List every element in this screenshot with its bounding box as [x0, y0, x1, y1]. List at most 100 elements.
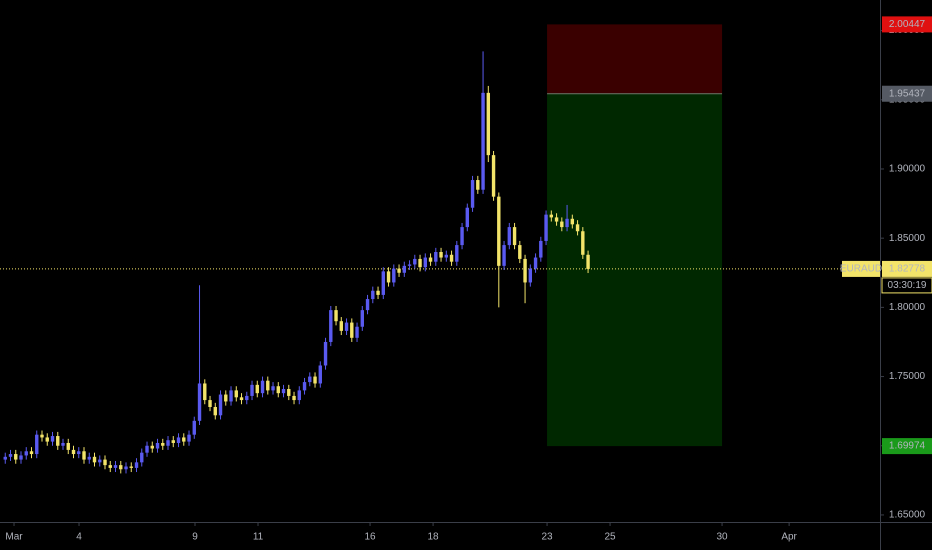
candle-body [376, 290, 380, 295]
target-price-label: 1.69974 [889, 441, 926, 452]
candle-body [523, 258, 527, 283]
candle-body [92, 456, 97, 463]
candle-body [365, 299, 370, 311]
candle-body [539, 240, 543, 258]
candle-body [518, 245, 522, 259]
candle-body [271, 386, 275, 391]
candle-body [360, 310, 364, 327]
candle-body [140, 452, 144, 463]
candle-body [402, 265, 406, 273]
candle-body [98, 459, 102, 463]
candle-body [470, 180, 475, 208]
candle-body [134, 462, 139, 468]
x-tick-label: Apr [781, 532, 797, 543]
candle-body [155, 442, 160, 449]
candle-body [119, 465, 123, 470]
candle-body [82, 451, 86, 460]
candle-body [77, 451, 81, 455]
candle-body [161, 442, 165, 446]
candle-body [308, 376, 312, 383]
candle-body [439, 252, 443, 258]
x-tick-label: 11 [253, 532, 264, 543]
candle-body [570, 218, 575, 225]
y-tick-label: 1.85000 [889, 233, 926, 244]
candle-body [239, 397, 244, 401]
candle-body [113, 465, 118, 468]
candle-body [40, 434, 44, 438]
candle-body [266, 380, 270, 391]
candle-body [418, 258, 422, 268]
candle-body [397, 268, 401, 273]
y-tick-label: 1.75000 [889, 371, 926, 382]
x-tick-label: 23 [541, 532, 553, 543]
candle-body [255, 384, 259, 394]
candle-body [45, 437, 49, 442]
candle-body [371, 290, 375, 300]
candle-body [575, 224, 580, 232]
candle-body [124, 466, 128, 470]
candle-body [224, 394, 228, 402]
candle-body [560, 221, 564, 228]
candle-body [50, 436, 55, 442]
candle-body [323, 341, 328, 366]
candle-body [29, 451, 34, 455]
candle-body [423, 257, 427, 268]
candle-body [586, 254, 590, 269]
x-tick-label: 4 [76, 532, 82, 543]
candle-body [213, 406, 217, 416]
candle-body [287, 389, 291, 396]
last-price-badge [882, 260, 932, 277]
candle-body [481, 92, 485, 190]
candle-body [108, 465, 112, 468]
candle-body [491, 155, 496, 197]
candle-body [455, 245, 459, 262]
candle-body [218, 394, 223, 416]
candle-body [334, 310, 338, 322]
candle-body [507, 227, 512, 246]
candle-body [229, 390, 233, 402]
entry-price-badge [882, 85, 932, 102]
candle-body [381, 271, 385, 295]
x-tick-label: 9 [192, 532, 198, 543]
candle-body [444, 254, 449, 258]
symbol-badge [842, 260, 880, 277]
candle-body [103, 459, 107, 466]
candle-body [413, 258, 417, 265]
candle-body [150, 445, 154, 449]
candle-body [281, 389, 286, 394]
candle-body [502, 245, 506, 266]
candle-body [203, 383, 207, 401]
target-price-badge [882, 438, 932, 455]
candle-body [350, 322, 354, 338]
candle-body [476, 180, 480, 190]
candle-body [528, 268, 533, 283]
x-tick-label: 18 [428, 532, 440, 543]
candle-body [533, 257, 538, 269]
candle-body [465, 207, 470, 228]
stop-zone [547, 24, 723, 94]
candle-body [292, 395, 296, 401]
candle-body [61, 442, 65, 446]
candle-body [392, 268, 396, 283]
stop-price-badge [882, 16, 932, 33]
stop-price-label: 2.00447 [889, 19, 926, 30]
candle-body [449, 254, 454, 262]
candle-body [554, 217, 559, 222]
candle-body [260, 380, 265, 394]
candle-body [87, 456, 91, 460]
candle-body [512, 227, 517, 246]
candle-body [460, 227, 464, 246]
candle-body [428, 257, 433, 262]
candle-body [486, 92, 491, 156]
x-tick-label: 25 [605, 532, 617, 543]
candle-body [166, 440, 170, 446]
candle-body [182, 437, 186, 442]
candle-body [71, 449, 76, 455]
candle-body [19, 455, 23, 460]
candle-body [565, 218, 569, 228]
candle-body [339, 321, 343, 331]
candle-body [344, 322, 349, 331]
candle-body [14, 454, 18, 460]
candle-body [250, 384, 254, 396]
